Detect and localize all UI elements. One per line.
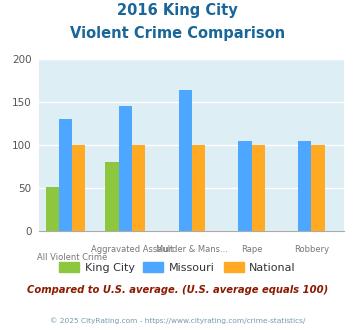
Text: All Violent Crime: All Violent Crime <box>37 253 107 262</box>
Legend: King City, Missouri, National: King City, Missouri, National <box>55 258 300 277</box>
Text: © 2025 CityRating.com - https://www.cityrating.com/crime-statistics/: © 2025 CityRating.com - https://www.city… <box>50 317 305 324</box>
Bar <box>311 145 324 231</box>
Bar <box>132 145 145 231</box>
Text: Compared to U.S. average. (U.S. average equals 100): Compared to U.S. average. (U.S. average … <box>27 285 328 295</box>
Bar <box>239 141 252 231</box>
Text: Robbery: Robbery <box>294 245 329 254</box>
Text: Aggravated Assault: Aggravated Assault <box>91 245 173 254</box>
Text: Violent Crime Comparison: Violent Crime Comparison <box>70 26 285 41</box>
Bar <box>192 145 205 231</box>
Bar <box>298 141 311 231</box>
Bar <box>252 145 265 231</box>
Text: Rape: Rape <box>241 245 262 254</box>
Text: Murder & Mans...: Murder & Mans... <box>156 245 228 254</box>
Bar <box>72 145 85 231</box>
Bar <box>46 187 59 231</box>
Text: 2016 King City: 2016 King City <box>117 3 238 18</box>
Bar <box>105 161 119 231</box>
Bar <box>119 106 132 231</box>
Bar <box>179 90 192 231</box>
Bar <box>59 119 72 231</box>
